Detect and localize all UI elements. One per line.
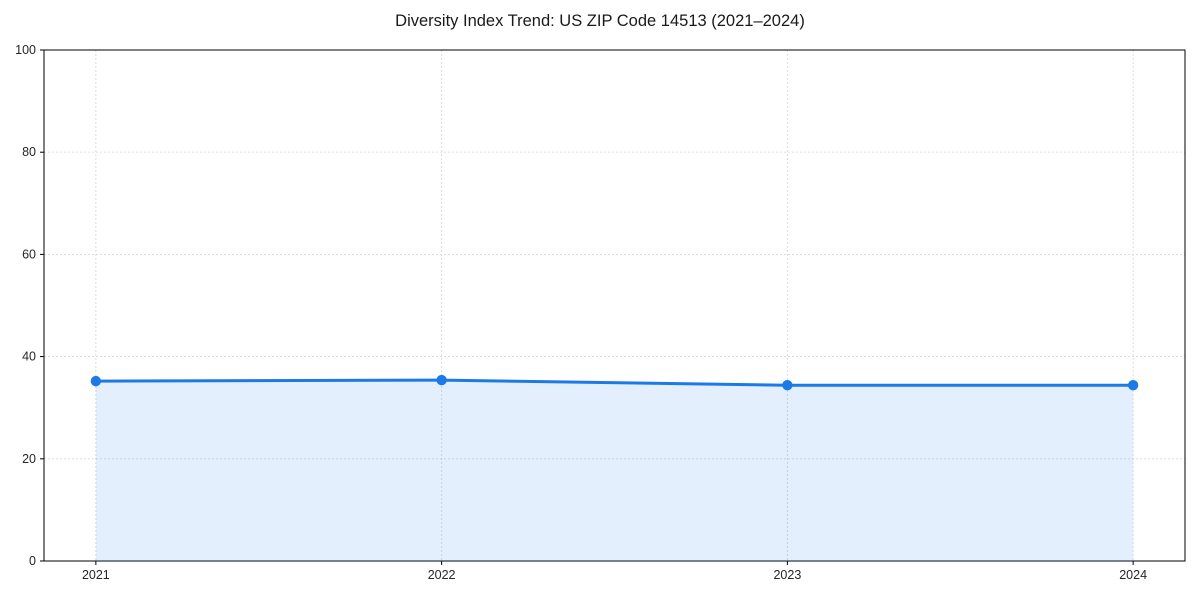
svg-text:40: 40: [22, 350, 36, 364]
svg-text:0: 0: [29, 554, 36, 568]
svg-text:2024: 2024: [1119, 568, 1147, 582]
svg-text:2023: 2023: [773, 568, 801, 582]
svg-text:60: 60: [22, 247, 36, 261]
svg-text:2021: 2021: [82, 568, 110, 582]
svg-text:100: 100: [15, 43, 36, 57]
svg-text:20: 20: [22, 452, 36, 466]
svg-text:80: 80: [22, 145, 36, 159]
svg-text:2022: 2022: [428, 568, 456, 582]
